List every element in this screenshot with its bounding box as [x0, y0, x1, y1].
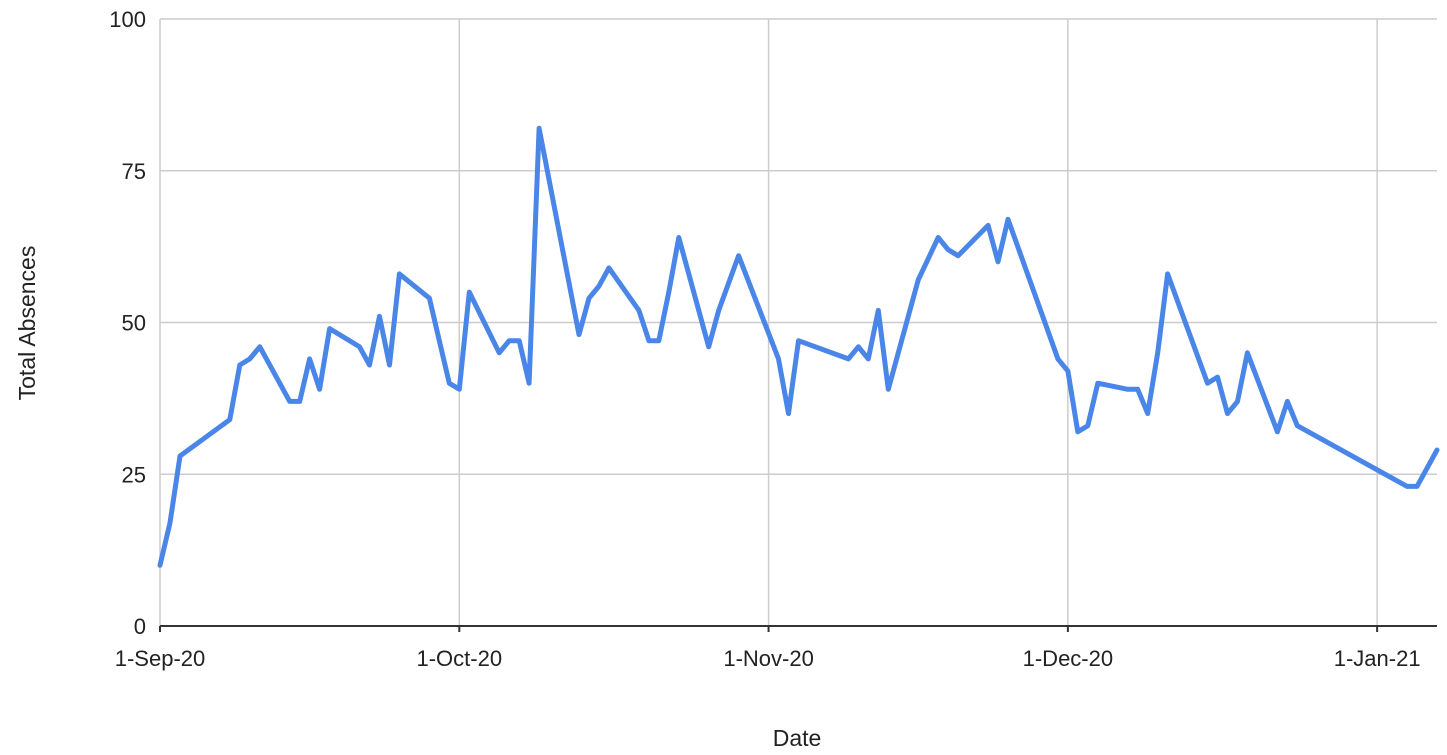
y-tick-label: 25 [122, 462, 146, 487]
y-tick-label: 0 [134, 614, 146, 639]
x-axis-title: Date [773, 725, 822, 751]
y-axis-title: Total Absences [14, 246, 40, 401]
x-tick-label: 1-Nov-20 [723, 646, 813, 671]
gridlines [159, 18, 1437, 626]
series-lines [157, 125, 1440, 568]
series-line-0 [157, 125, 1440, 568]
x-tick-label: 1-Jan-21 [1334, 646, 1421, 671]
x-tick-label: 1-Sep-20 [115, 646, 206, 671]
y-tick-label: 75 [122, 159, 146, 184]
x-tick-label: 1-Oct-20 [417, 646, 503, 671]
axes [159, 625, 1437, 632]
y-tick-label: 50 [122, 311, 146, 336]
y-tick-label: 100 [109, 7, 146, 32]
x-tick-label: 1-Dec-20 [1023, 646, 1113, 671]
tick-labels: 0 25 50 75 100 1-Sep-20 1-Oct-20 1-Nov-20 1-Dec-… [109, 7, 1420, 671]
